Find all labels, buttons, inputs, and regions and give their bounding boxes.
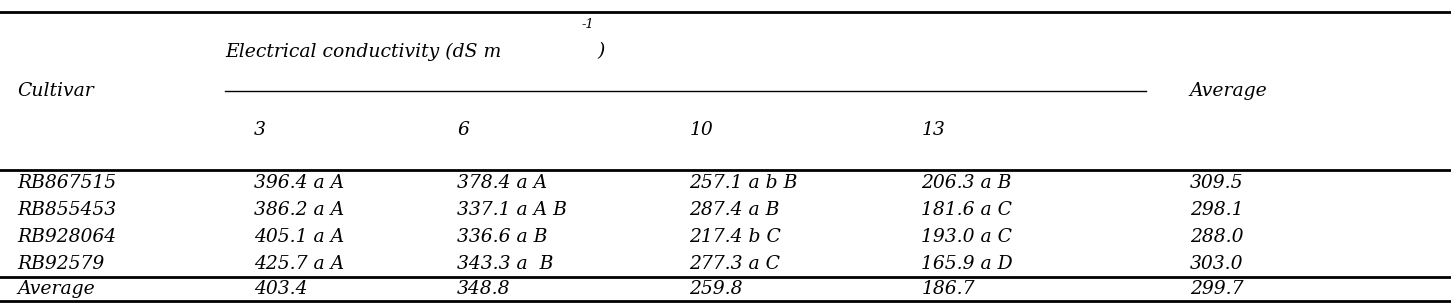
Text: RB928064: RB928064 xyxy=(17,228,116,246)
Text: 288.0: 288.0 xyxy=(1190,228,1244,246)
Text: 425.7 a A: 425.7 a A xyxy=(254,255,344,273)
Text: 186.7: 186.7 xyxy=(921,280,975,298)
Text: RB92579: RB92579 xyxy=(17,255,104,273)
Text: 378.4 a A: 378.4 a A xyxy=(457,174,547,192)
Text: RB855453: RB855453 xyxy=(17,201,116,219)
Text: Average: Average xyxy=(1190,82,1268,100)
Text: 298.1: 298.1 xyxy=(1190,201,1244,219)
Text: ): ) xyxy=(598,42,605,61)
Text: 181.6 a C: 181.6 a C xyxy=(921,201,1013,219)
Text: 217.4 b C: 217.4 b C xyxy=(689,228,781,246)
Text: 10: 10 xyxy=(689,121,712,139)
Text: 337.1 a A B: 337.1 a A B xyxy=(457,201,567,219)
Text: 259.8: 259.8 xyxy=(689,280,743,298)
Text: 206.3 a B: 206.3 a B xyxy=(921,174,1011,192)
Text: 405.1 a A: 405.1 a A xyxy=(254,228,344,246)
Text: Average: Average xyxy=(17,280,96,298)
Text: 403.4: 403.4 xyxy=(254,280,308,298)
Text: 348.8: 348.8 xyxy=(457,280,511,298)
Text: 303.0: 303.0 xyxy=(1190,255,1244,273)
Text: 336.6 a B: 336.6 a B xyxy=(457,228,547,246)
Text: 396.4 a A: 396.4 a A xyxy=(254,174,344,192)
Text: 3: 3 xyxy=(254,121,266,139)
Text: Electrical conductivity (dS m: Electrical conductivity (dS m xyxy=(225,42,501,61)
Text: 309.5: 309.5 xyxy=(1190,174,1244,192)
Text: -1: -1 xyxy=(582,18,593,31)
Text: 287.4 a B: 287.4 a B xyxy=(689,201,779,219)
Text: 277.3 a C: 277.3 a C xyxy=(689,255,781,273)
Text: 257.1 a b B: 257.1 a b B xyxy=(689,174,798,192)
Text: 343.3 a  B: 343.3 a B xyxy=(457,255,553,273)
Text: 193.0 a C: 193.0 a C xyxy=(921,228,1013,246)
Text: 386.2 a A: 386.2 a A xyxy=(254,201,344,219)
Text: RB867515: RB867515 xyxy=(17,174,116,192)
Text: 299.7: 299.7 xyxy=(1190,280,1244,298)
Text: Cultivar: Cultivar xyxy=(17,82,94,100)
Text: 6: 6 xyxy=(457,121,469,139)
Text: 13: 13 xyxy=(921,121,945,139)
Text: 165.9 a D: 165.9 a D xyxy=(921,255,1013,273)
